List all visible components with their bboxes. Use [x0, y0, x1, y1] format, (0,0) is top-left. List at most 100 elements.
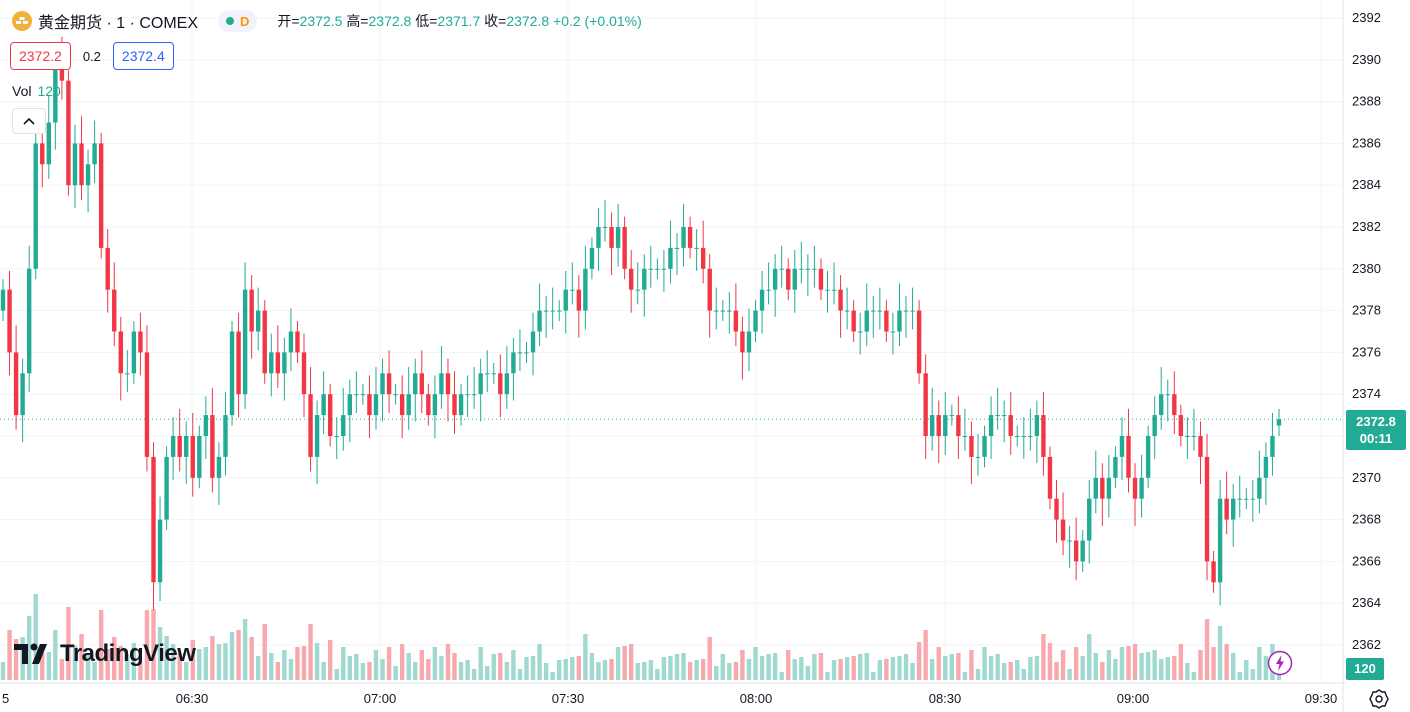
volume-bar	[1191, 672, 1197, 680]
candle-body	[936, 415, 941, 436]
high-value: 2372.8	[368, 13, 412, 29]
volume-bar	[125, 654, 130, 680]
candles	[0, 36, 1282, 610]
candle-body	[393, 394, 398, 396]
candle-body	[890, 331, 896, 333]
candle-body	[779, 268, 784, 270]
candle-body	[504, 373, 510, 395]
candle-body	[694, 247, 699, 249]
volume-bar	[223, 643, 228, 680]
volume-bar	[576, 656, 582, 680]
candle-body	[452, 394, 457, 416]
candle-body	[563, 289, 568, 311]
settings-button[interactable]	[1368, 688, 1390, 710]
volume-bar	[53, 630, 58, 680]
candle-body	[308, 394, 313, 457]
candle-body	[66, 80, 71, 186]
market-status-pill[interactable]: D	[218, 10, 258, 32]
volume-bar	[858, 654, 863, 680]
candle-body	[818, 268, 824, 290]
time-tick-label: 5	[2, 691, 9, 706]
candle-body	[341, 415, 346, 436]
candle-body	[576, 289, 582, 311]
volume-bar	[1211, 647, 1216, 680]
candle-body	[334, 436, 339, 437]
volume-bar	[1001, 663, 1007, 680]
volume-bar	[413, 662, 418, 680]
volume-bar	[380, 659, 385, 680]
volume-bar	[386, 647, 392, 680]
candle-body	[98, 143, 104, 248]
candle-body	[766, 289, 771, 291]
volume-bar	[1159, 659, 1164, 680]
candle-body	[177, 436, 182, 457]
volume-bar	[1217, 626, 1223, 680]
candle-body	[282, 352, 287, 374]
volume-bar	[1126, 646, 1131, 680]
candle-body	[79, 143, 84, 186]
sell-price-button[interactable]: 2372.2	[10, 42, 71, 70]
volume-bar	[184, 662, 189, 680]
volume-bar	[445, 644, 451, 680]
volume-bar	[818, 653, 824, 680]
candle-body	[956, 415, 961, 436]
volume-bar	[1100, 662, 1105, 680]
symbol-legend[interactable]: 黄金期货 · 1 · COMEX D 开=2372.5 高=2372.8 低=2…	[12, 9, 642, 33]
candle-body	[602, 227, 608, 228]
volume-bar	[943, 656, 948, 680]
volume-bar	[1224, 644, 1229, 680]
candle-body	[786, 268, 791, 290]
candle-body	[825, 289, 830, 291]
candle-body	[530, 331, 536, 353]
candle-body	[445, 373, 451, 395]
candle-body	[1132, 477, 1138, 499]
volume-bar	[347, 656, 353, 680]
volume-bar	[7, 630, 12, 680]
close-label: 收=	[484, 13, 507, 29]
candle-body	[596, 227, 601, 248]
volume-bar	[282, 650, 287, 680]
volume-legend[interactable]: Vol 120	[12, 83, 61, 99]
volume-bar	[916, 642, 922, 680]
close-value: 2372.8	[506, 13, 550, 29]
candle-body	[144, 352, 150, 457]
volume-bar	[216, 644, 222, 680]
volume-bar	[831, 660, 837, 680]
collapse-legend-button[interactable]	[12, 108, 46, 134]
candle-body	[740, 331, 745, 353]
candle-body	[1178, 415, 1184, 436]
symbol-title[interactable]: 黄金期货 · 1 · COMEX	[38, 15, 199, 32]
candle-body	[321, 394, 326, 416]
candle-body	[26, 268, 32, 374]
candle-body	[275, 352, 281, 374]
volume-bars	[0, 594, 1282, 680]
volume-bar	[864, 653, 869, 680]
candle-body	[642, 268, 647, 290]
candle-body	[772, 268, 778, 290]
candle-body	[589, 247, 595, 269]
candle-body	[1087, 498, 1092, 541]
tradingview-logo[interactable]: TradingView	[14, 640, 196, 668]
volume-bar	[170, 644, 176, 680]
candle-body	[929, 415, 935, 436]
volume-bar	[897, 656, 902, 680]
lightning-button[interactable]	[1267, 650, 1293, 676]
candle-body	[92, 143, 97, 165]
market-open-indicator	[226, 17, 235, 25]
candle-body	[903, 310, 909, 312]
spread-value: 0.2	[82, 48, 101, 64]
volume-bar	[635, 663, 640, 680]
price-tick-label: 2382	[1352, 219, 1381, 234]
bar-countdown: 00:11	[1359, 431, 1393, 446]
buy-price-button[interactable]: 2372.4	[112, 42, 174, 70]
volume-bar	[249, 637, 254, 680]
candle-body	[831, 289, 837, 291]
volume-bar	[465, 660, 470, 680]
candle-body	[700, 247, 706, 269]
volume-bar	[884, 659, 889, 680]
candle-body	[471, 394, 477, 396]
candle-body	[1067, 540, 1072, 542]
interval-label: D	[240, 13, 250, 29]
change-value: +0.2 (+0.01%)	[553, 13, 642, 29]
